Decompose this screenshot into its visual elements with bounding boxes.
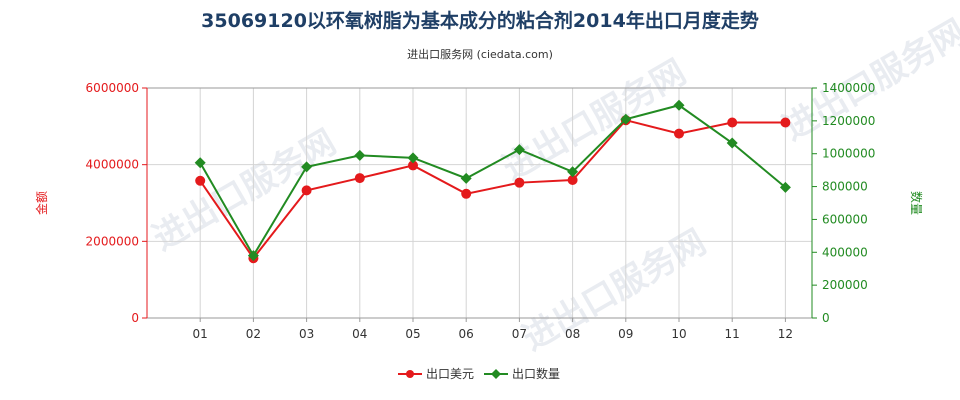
x-axis-tick-label: 06	[459, 327, 474, 341]
legend-label-export-quantity: 出口数量	[512, 366, 560, 381]
legend-item-export-quantity[interactable]: 出口数量	[484, 366, 560, 381]
right-axis-tick-label: 1200000	[822, 114, 875, 128]
data-point-export-quantity[interactable]	[567, 166, 579, 178]
x-axis-tick-label: 07	[512, 327, 527, 341]
left-axis-title: 金额	[34, 191, 49, 215]
data-point-export-usd[interactable]	[195, 175, 206, 186]
x-axis-tick-label: 12	[778, 327, 793, 341]
x-axis-tick-label: 01	[193, 327, 208, 341]
watermark-text: 进出口服务网	[496, 52, 693, 189]
right-axis-tick-label: 800000	[822, 180, 868, 194]
left-axis: 0 2000000 4000000 6000000	[86, 81, 148, 325]
data-point-export-quantity[interactable]	[194, 157, 206, 169]
left-axis-tick-label: 6000000	[86, 81, 139, 95]
right-axis-tick-label: 1400000	[822, 81, 875, 95]
series-line-export-usd	[199, 119, 786, 260]
data-point-export-quantity[interactable]	[620, 113, 632, 125]
series-line-export-quantity	[199, 104, 787, 258]
legend-swatch-marker	[406, 370, 414, 378]
legend-label-export-usd: 出口美元	[426, 367, 474, 381]
x-axis-tick-label: 10	[671, 327, 686, 341]
right-axis-title: 数量	[909, 191, 924, 215]
x-axis-tick-label: 03	[299, 327, 314, 341]
x-axis-tick-label: 04	[352, 327, 367, 341]
data-point-export-usd[interactable]	[301, 185, 312, 196]
data-point-export-usd[interactable]	[408, 160, 418, 171]
chart-subtitle: 进出口服务网 (ciedata.com)	[407, 47, 553, 61]
series-layer	[194, 99, 791, 264]
data-point-export-quantity[interactable]	[779, 181, 791, 193]
legend-swatch-marker	[491, 369, 501, 379]
right-axis-tick-label: 600000	[822, 212, 868, 226]
right-axis-tick-label: 200000	[822, 278, 868, 292]
chart-title: 35069120以环氧树脂为基本成分的粘合剂2014年出口月度走势	[201, 9, 759, 32]
x-axis-tick-label: 08	[565, 327, 580, 341]
left-axis-tick-label: 2000000	[86, 234, 139, 248]
x-axis-tick-label: 02	[246, 327, 261, 341]
data-point-export-usd[interactable]	[354, 173, 365, 184]
left-axis-tick-label: 4000000	[86, 158, 139, 172]
x-axis-tick-label: 09	[618, 327, 633, 341]
data-point-export-quantity[interactable]	[407, 152, 419, 164]
right-axis-tick-label: 0	[822, 311, 830, 325]
data-point-export-quantity[interactable]	[247, 250, 259, 262]
data-point-export-usd[interactable]	[780, 117, 791, 128]
legend-item-export-usd[interactable]: 出口美元	[398, 367, 474, 381]
data-point-export-quantity[interactable]	[460, 172, 472, 184]
x-axis-tick-label: 11	[725, 327, 740, 341]
data-point-export-quantity[interactable]	[513, 144, 525, 156]
right-axis-tick-label: 400000	[822, 245, 868, 259]
legend[interactable]: 出口美元 出口数量	[398, 366, 560, 381]
right-axis: 0 200000 400000 600000 800000 1000000 1200000 1…	[811, 81, 875, 325]
data-point-export-usd[interactable]	[727, 117, 738, 128]
data-point-export-usd[interactable]	[461, 188, 472, 199]
data-point-export-quantity[interactable]	[726, 137, 738, 149]
data-point-export-quantity[interactable]	[301, 161, 313, 173]
right-axis-tick-label: 1000000	[822, 147, 875, 161]
data-point-export-usd[interactable]	[567, 175, 578, 185]
x-axis: 01 02 03 04 05 06 07 08 09 10 11 12	[193, 318, 793, 341]
left-axis-tick-label: 0	[131, 311, 139, 325]
data-point-export-quantity[interactable]	[673, 99, 685, 111]
data-point-export-usd[interactable]	[674, 128, 684, 139]
data-point-export-usd[interactable]	[514, 177, 525, 188]
data-point-export-quantity[interactable]	[354, 149, 366, 161]
x-axis-tick-label: 05	[405, 327, 420, 341]
